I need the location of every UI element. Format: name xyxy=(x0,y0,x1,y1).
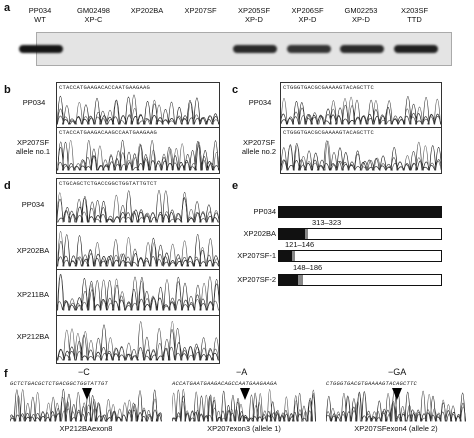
protein-row-label-3: XP207SF-2 xyxy=(237,275,276,284)
mutation-range-3: 148–186 xyxy=(293,263,323,272)
deletion-marker-0: −C xyxy=(78,367,90,377)
row-label-pp034-c: PP034 xyxy=(248,98,272,107)
mutation-trace-2 xyxy=(326,389,466,422)
lane-label-5: XP206SF XP-D xyxy=(291,6,324,24)
protein-bar-3 xyxy=(278,274,442,286)
panel-label-f: f xyxy=(4,368,8,380)
sequence-text-c1: CTGGGTGACGCGAAAAGTACAGCTTC xyxy=(283,84,375,91)
sequence-text-b1: CTACCATGAAGACACCAATGAAGAAG xyxy=(59,84,151,91)
chromatogram-trace-d1 xyxy=(57,190,219,223)
protein-row-label-1: XP202BA xyxy=(243,229,276,238)
protein-band-5 xyxy=(286,45,331,53)
sequence-text-d: CTGCAGCTCTGACCGGCTGGTATTGTCT xyxy=(59,180,158,187)
protein-band-4 xyxy=(233,45,277,53)
row-label-pp034-b: PP034 xyxy=(22,98,46,107)
mutation-caption-1: XP207exon3 (allele 1) xyxy=(207,424,281,433)
mutation-sequence-1: ACCATGAATGAAGACAGCCAATGAAGAAGA xyxy=(172,380,278,387)
protein-bar-0 xyxy=(278,206,442,218)
mutation-range-2: 121–146 xyxy=(285,240,315,249)
western-blot xyxy=(19,32,452,66)
lane-label-0: PP034 WT xyxy=(28,6,52,24)
mutation-range-1: 313–323 xyxy=(312,218,342,227)
panel-label-d: d xyxy=(4,180,11,192)
panel-label-e: e xyxy=(232,180,239,192)
row-label-d-3: XP211BA xyxy=(17,290,49,299)
protein-row-label-2: XP207SF-1 xyxy=(237,251,276,260)
panel-label-a: a xyxy=(4,2,11,14)
sequence-text-c2: CTGGGTGACGCGAAAAGTACAGCTTC xyxy=(283,129,375,136)
mutation-sequence-0: GCTCTGACGCTCTGACGGCTGGTATTGT xyxy=(10,380,109,387)
sequence-chromatogram-d: CTGCAGCTCTGACCGGCTGGTATTGTCT xyxy=(56,178,220,364)
row-label-d-1: PP034 xyxy=(21,200,45,209)
deletion-marker-2: −GA xyxy=(388,367,407,377)
protein-band-7 xyxy=(393,45,438,53)
chromatogram-trace-d3 xyxy=(57,273,219,311)
lane-label-6: GM02253 XP-D xyxy=(344,6,378,24)
lane-label-2: XP202BA xyxy=(130,6,164,15)
lane-label-1: GM02498 XP-C xyxy=(77,6,110,24)
sequence-chromatogram-c: CTGGGTGACGCGAAAAGTACAGCTTC CTGGGTGACGCGA… xyxy=(280,82,442,174)
arrow-down-icon xyxy=(392,388,402,400)
deletion-marker-1: −A xyxy=(236,367,248,377)
row-label-d-2: XP202BA xyxy=(16,246,50,255)
chromatogram-trace-b2 xyxy=(57,139,219,171)
row-label-xp207sf-b: XP207SF allele no.1 xyxy=(15,138,51,156)
row-label-xp207sf-c: XP207SF allele no.2 xyxy=(241,138,277,156)
protein-bar-1 xyxy=(278,228,442,240)
row-label-d-4: XP212BA xyxy=(16,332,50,341)
mutation-caption-0: XP212BAexon8 xyxy=(59,424,113,433)
mutation-trace-1 xyxy=(172,388,316,422)
chromatogram-trace-c2 xyxy=(281,140,441,171)
protein-band-6 xyxy=(340,45,384,53)
chromatogram-trace-b1 xyxy=(57,94,219,125)
panel-label-c: c xyxy=(232,84,239,96)
chromatogram-trace-d4 xyxy=(57,321,219,361)
lane-label-3: XP207SF xyxy=(184,6,217,15)
lane-label-7: X203SF TTD xyxy=(400,6,429,24)
mutation-trace-0 xyxy=(10,388,162,422)
chromatogram-trace-c1 xyxy=(281,96,441,125)
protein-bar-2 xyxy=(278,250,442,262)
sequence-chromatogram-b: CTACCATGAAGACACCAATGAAGAAG CTACCATGAAGAC… xyxy=(56,82,220,174)
arrow-down-icon xyxy=(82,388,92,400)
panel-label-b: b xyxy=(4,84,11,96)
protein-row-label-0: PP034 xyxy=(253,207,276,216)
protein-band-0 xyxy=(19,45,63,53)
chromatogram-trace-d2 xyxy=(57,231,219,267)
arrow-down-icon xyxy=(240,388,250,400)
mutation-sequence-2: CTGGGTGACGTGAAAAGTACAGCTTC xyxy=(326,380,418,387)
mutation-caption-2: XP207SFexon4 (allele 2) xyxy=(354,424,438,433)
sequence-text-b2: CTACCATGAAGACAAGCCAATGAAGAAG xyxy=(59,129,158,136)
lane-label-4: XP205SF XP-D xyxy=(237,6,271,24)
